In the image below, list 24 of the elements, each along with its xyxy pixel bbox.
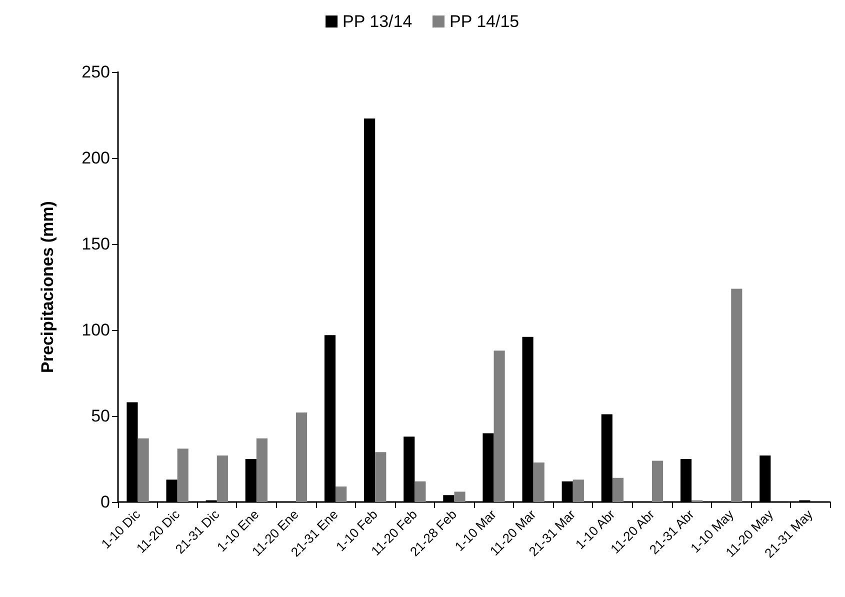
y-tick-label: 150 [82,234,110,254]
y-tick-label: 0 [100,492,110,512]
bar [414,481,426,502]
bar [652,460,664,502]
y-tick-label: 50 [91,406,110,426]
bar [731,288,742,502]
legend-label: PP 14/15 [450,12,520,31]
bar [138,438,149,502]
y-axis-title: Precipitaciones (mm) [38,201,57,373]
y-tick-label: 250 [82,62,110,82]
bar [612,478,624,502]
bar [256,438,268,502]
bar [572,480,584,502]
bar [336,486,347,502]
bar [494,350,505,502]
legend-label: PP 13/14 [342,12,412,31]
y-tick-label: 100 [82,320,110,340]
bar [454,492,466,502]
bar [375,452,386,502]
bar [296,412,308,502]
bar [177,448,188,502]
y-tick-label: 200 [82,148,110,168]
bar [216,456,228,502]
bar [533,462,544,502]
